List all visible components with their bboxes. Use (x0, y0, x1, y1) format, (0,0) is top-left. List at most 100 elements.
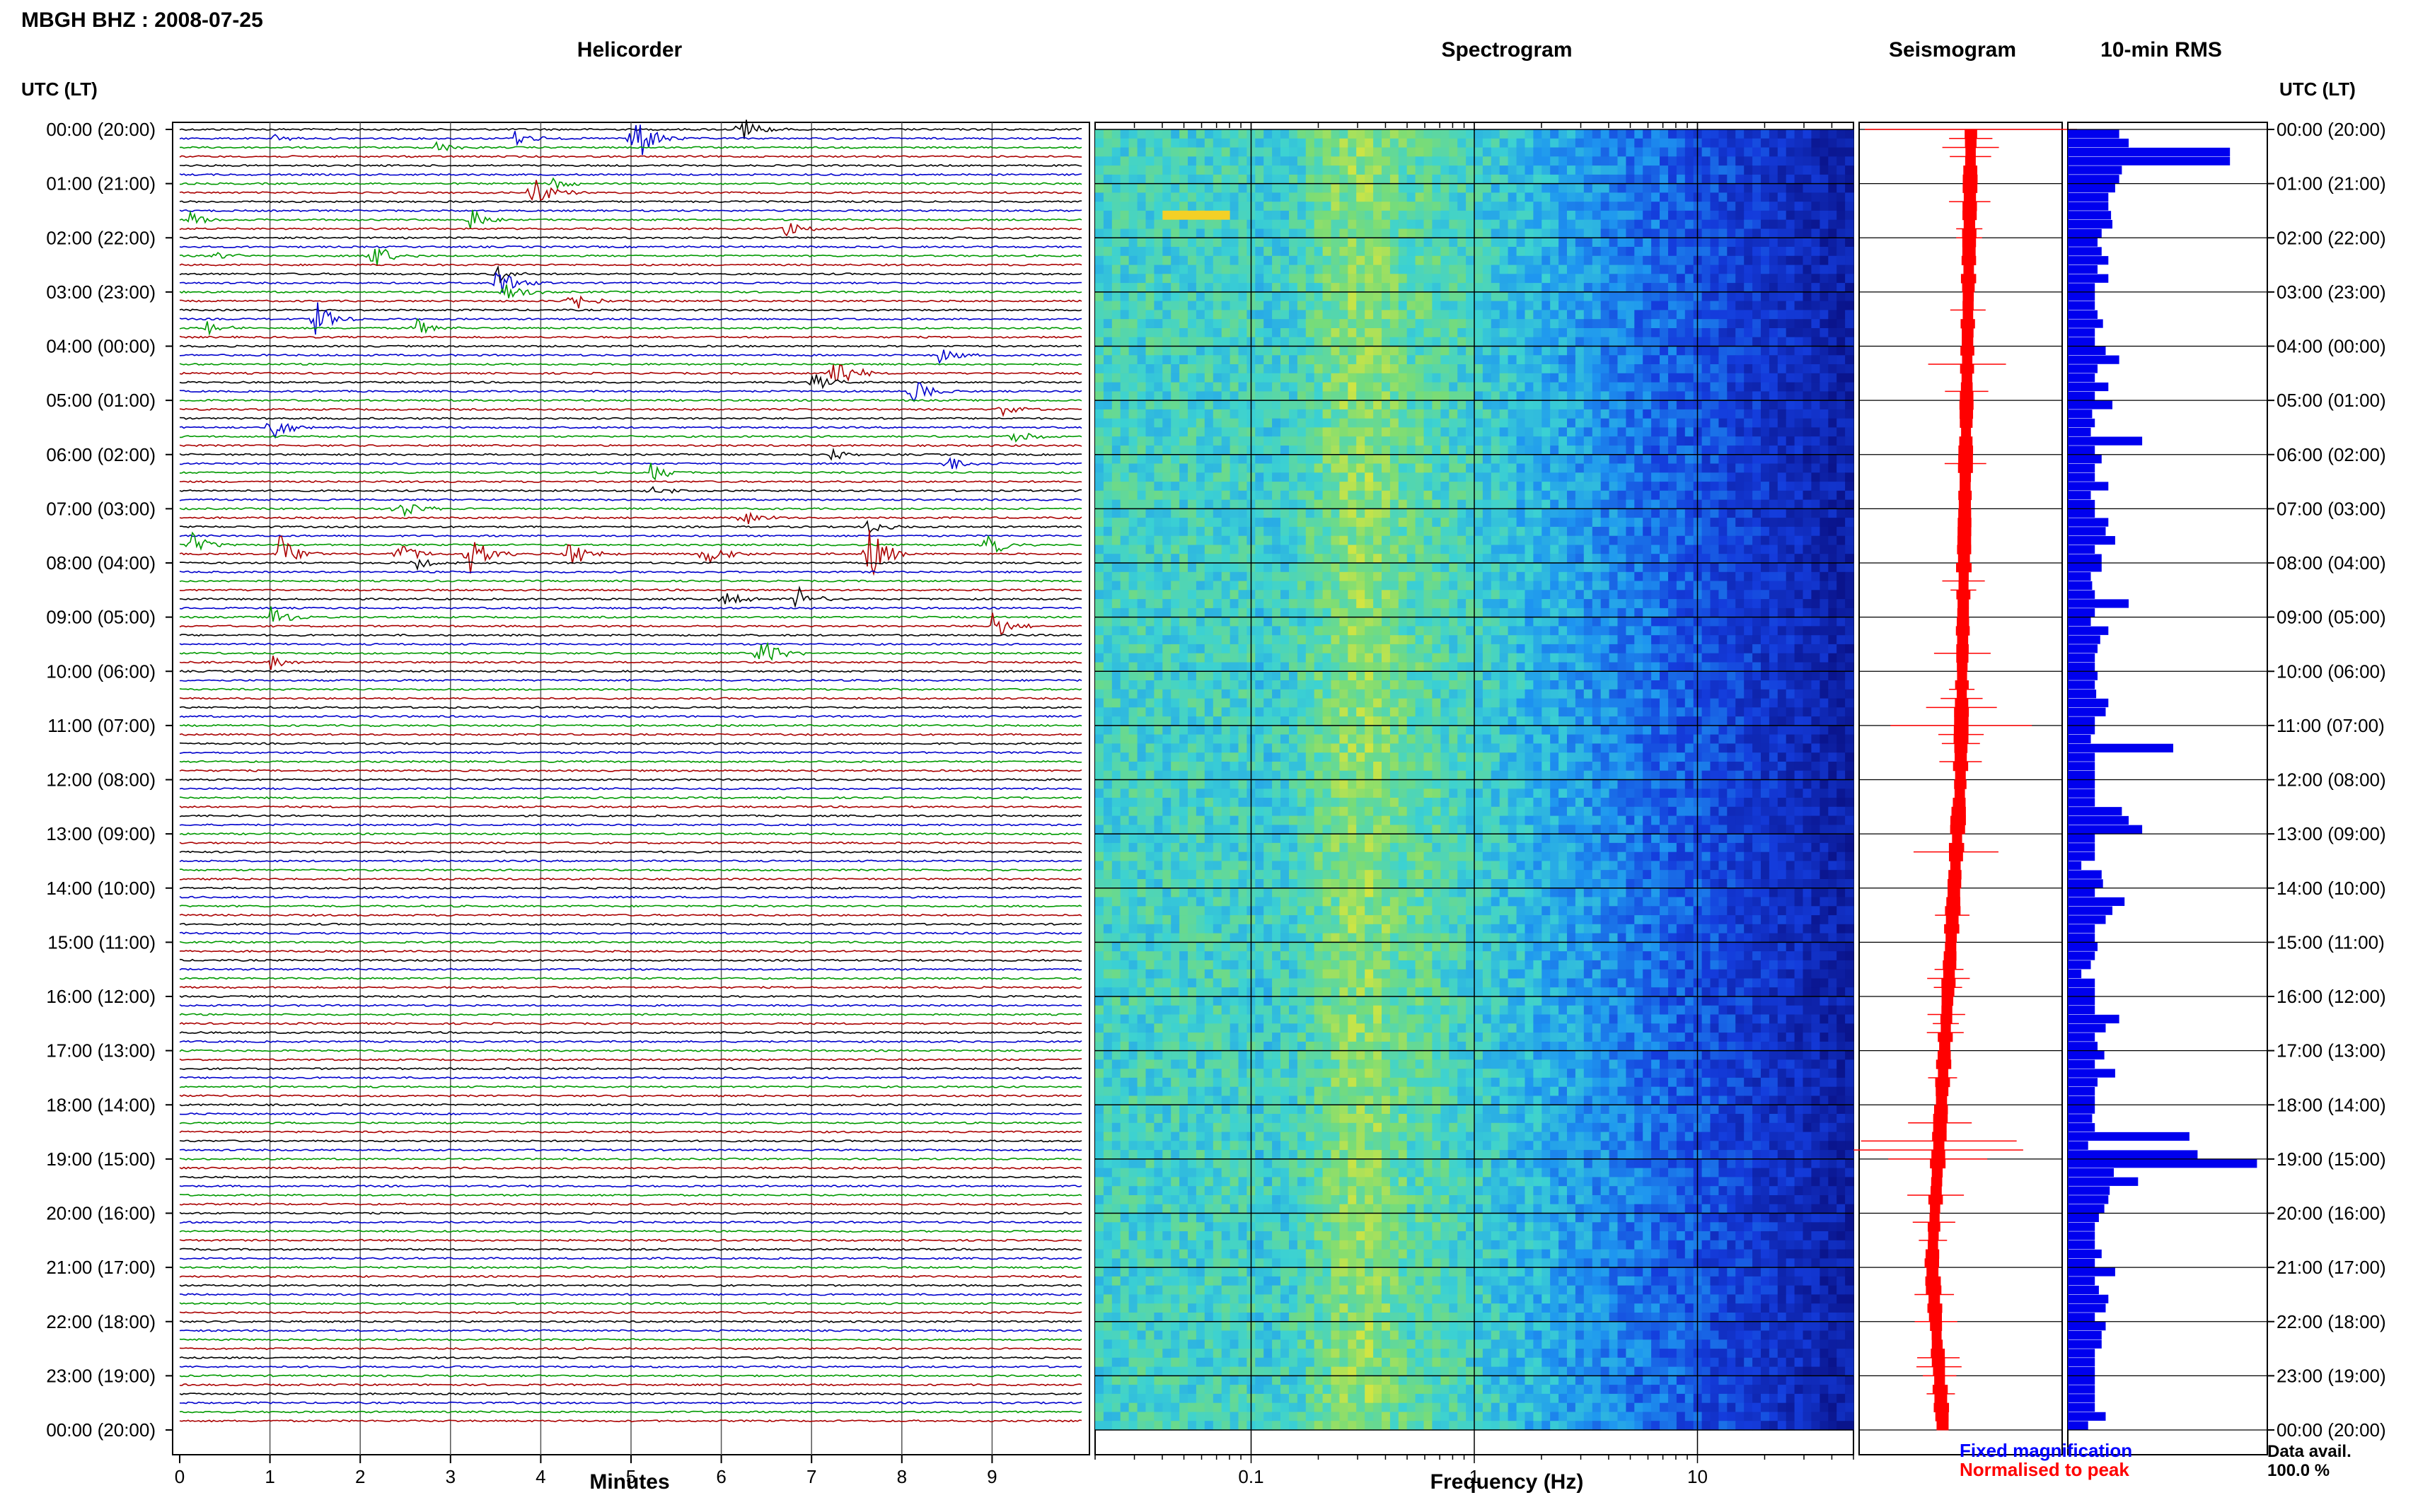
frequency-tick-label: 1 (1469, 1466, 1479, 1487)
seismogram-segment (1933, 1141, 1945, 1151)
time-label-right: 22:00 (18:00) (2277, 1311, 2386, 1332)
helicorder-trace (179, 1157, 1082, 1161)
rms-bar (2068, 807, 2122, 816)
seismogram-segment (1945, 933, 1957, 943)
rms-bar (2068, 635, 2100, 644)
rms-bar (2068, 924, 2095, 934)
seismogram-segment (1962, 337, 1974, 347)
rms-bar (2068, 789, 2095, 798)
seismogram-segment (1933, 1105, 1948, 1115)
time-axis-title-left: UTC (LT) (21, 78, 98, 100)
rms-bar (2068, 256, 2109, 265)
helicorder-trace (179, 443, 1082, 448)
rms-bar (2068, 1141, 2088, 1150)
time-label-right: 04:00 (00:00) (2277, 336, 2386, 357)
time-label-right: 18:00 (14:00) (2277, 1094, 2386, 1115)
time-label-right: 19:00 (15:00) (2277, 1148, 2386, 1170)
time-label-right: 15:00 (11:00) (2277, 931, 2385, 953)
rms-bar (2068, 897, 2125, 907)
seismogram-segment (1929, 1213, 1940, 1223)
helicorder-trace (179, 223, 1082, 237)
seismogram-segment (1957, 635, 1969, 645)
helicorder-trace (179, 1139, 1082, 1143)
time-label-right: 17:00 (13:00) (2277, 1040, 2386, 1062)
time-label-left: 21:00 (17:00) (46, 1257, 156, 1278)
rms-bar (2068, 1177, 2139, 1186)
helicorder-trace (179, 1184, 1082, 1188)
helicorder-trace (179, 302, 1082, 335)
seismogram-segment (1930, 1158, 1946, 1169)
seismogram-segment (1957, 671, 1967, 681)
seismogram-segment (1933, 1122, 1947, 1133)
helicorder-trace (179, 823, 1082, 827)
rms-bar (2068, 373, 2095, 383)
time-label-right: 00:00 (20:00) (2277, 1419, 2386, 1441)
helicorder-trace (179, 1338, 1082, 1342)
rms-bar (2068, 563, 2102, 572)
helicorder-trace (179, 374, 1082, 390)
helicorder-trace (179, 579, 1082, 583)
rms-bar (2068, 455, 2102, 464)
helicorder-trace (179, 778, 1082, 781)
rms-bar (2068, 1006, 2095, 1015)
rms-bar (2068, 499, 2095, 509)
helicorder-trace (179, 687, 1082, 691)
rms-bar (2068, 834, 2095, 843)
seismogram-segment (1958, 490, 1972, 501)
seismogram-segment (1941, 1005, 1953, 1016)
rms-bar (2068, 1249, 2102, 1259)
seismogram-segment (1930, 1321, 1943, 1332)
helicorder-trace (179, 1257, 1082, 1260)
rms-bar (2068, 446, 2095, 455)
rms-bar (2068, 301, 2095, 310)
helicorder-trace (179, 585, 1082, 609)
helicorder-trace (179, 264, 1082, 284)
seismogram-segment (1955, 770, 1966, 780)
seismogram-segment (1928, 1294, 1940, 1304)
seismogram-segment (1962, 202, 1977, 211)
time-label-right: 16:00 (12:00) (2277, 986, 2386, 1007)
helicorder-trace (179, 895, 1082, 899)
rms-bar (2068, 1376, 2095, 1385)
time-label-right: 23:00 (19:00) (2277, 1365, 2386, 1386)
helicorder-trace (179, 308, 1082, 312)
helicorder-trace (179, 1419, 1082, 1423)
rms-bar (2068, 1294, 2109, 1303)
rms-bar (2068, 996, 2095, 1006)
seismogram-segment (1958, 581, 1969, 591)
rms-bar (2068, 1069, 2115, 1078)
rms-bar (2068, 508, 2095, 518)
minute-tick-label: 1 (265, 1466, 274, 1487)
helicorder-trace (179, 364, 1082, 382)
helicorder-trace (179, 209, 1082, 213)
helicorder-trace (179, 1347, 1082, 1351)
seismogram-segment (1958, 508, 1972, 518)
seismogram-segment (1936, 1059, 1952, 1069)
rms-bar (2068, 409, 2093, 419)
helicorder-trace (179, 1094, 1082, 1098)
helicorder-trace (179, 1193, 1082, 1197)
helicorder-trace (179, 520, 1082, 535)
helicorder-trace (179, 504, 1082, 518)
rms-bar (2068, 1213, 2099, 1222)
helicorder-trace (179, 877, 1082, 881)
rms-bar (2068, 1059, 2095, 1069)
rms-bar (2068, 608, 2095, 617)
helicorder-trace (179, 173, 1082, 176)
seismogram-segment (1943, 969, 1955, 979)
rms-bar (2068, 1123, 2095, 1132)
rms-bar (2068, 1150, 2198, 1159)
rms-bar (2068, 1394, 2095, 1403)
helicorder-trace (179, 209, 1082, 229)
helicorder-trace (179, 1302, 1082, 1305)
helicorder-trace (179, 530, 1082, 576)
seismogram-segment (1945, 906, 1961, 916)
time-label-left: 14:00 (10:00) (46, 878, 156, 899)
rms-bar (2068, 888, 2095, 897)
rms-bar (2068, 1195, 2109, 1204)
seismogram-segment (1928, 1312, 1943, 1322)
rms-bar (2068, 139, 2129, 148)
rms-bar (2068, 1412, 2106, 1421)
helicorder-trace (179, 344, 1082, 348)
helicorder-trace (179, 706, 1082, 709)
